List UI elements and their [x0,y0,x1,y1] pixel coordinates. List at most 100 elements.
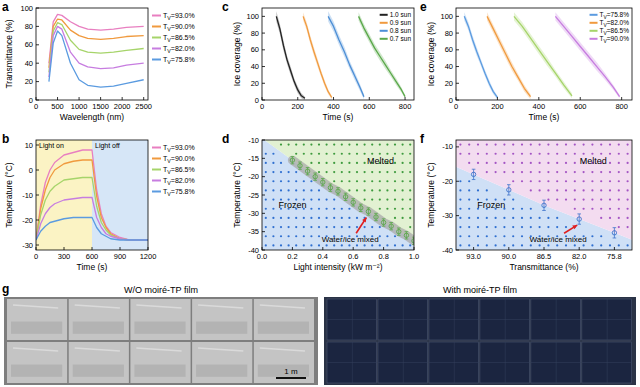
grid-dot [310,235,312,237]
grid-dot [402,189,404,191]
grid-dot [409,189,411,191]
x-tick [497,97,498,100]
snow-streak [198,305,243,308]
grid-dot [618,208,620,210]
point [374,215,378,219]
error-stem [614,228,615,238]
legend-label: 0.7 sun [390,35,412,42]
grid-dot [272,217,274,219]
grid-dot [272,189,274,191]
text-part: =86.5% [171,166,195,173]
y-tick [456,215,459,216]
grid-dot [486,189,488,191]
legend-swatch [152,48,161,50]
photo-caption: With moiré-TP film [443,285,517,295]
grid-dot [477,244,479,246]
x-tick-label: 200 [292,102,305,111]
grid-dot [364,153,366,155]
x-axis-title: Light intensity (kW m⁻²) [293,262,382,272]
error-cap [397,228,401,229]
grid-dot [394,235,396,237]
grid-dot [574,208,576,210]
grid-dot [574,171,576,173]
photo-panel: gW/O moiré-TP filmWith moiré-TP film1 m [2,282,636,385]
point [328,185,332,189]
grid-dot [394,244,396,246]
grid-dot [409,143,411,145]
grid-dot [530,226,532,228]
error-bar [291,157,295,164]
grid-dot [409,153,411,155]
snow-shade [73,365,124,377]
solar-cell-line [327,319,377,320]
legend-swatch [152,59,161,61]
solar-cell-line [582,319,632,320]
grid-dot [356,226,358,228]
grid-dot [512,208,514,210]
error-bar [306,168,310,175]
y-tick-label: 10 [25,141,33,150]
x-tick-label: 300 [58,252,71,261]
grid-dot [303,143,305,145]
grid-dot [618,198,620,200]
grid-dot [574,198,576,200]
error-cap [507,184,511,185]
panel-letter: e [420,0,427,14]
error-cap [306,174,310,175]
grid-dot [539,171,541,173]
grid-dot [326,208,328,210]
grid-dot [326,226,328,228]
grid-dot [318,198,320,200]
grid-dot [547,143,549,145]
y-tick-label: -15 [248,154,259,163]
grid-dot [272,235,274,237]
x-tick-label: 1200 [140,252,157,261]
grid-dot [600,189,602,191]
grid-dot [348,143,350,145]
legend-swatch [380,38,388,40]
panel: 05001000150020002500020406080100Waveleng… [2,0,195,122]
error-bar [405,232,409,239]
y-tick [456,49,459,50]
page: {"chart_data":[ {"panel":"a","type":"lin… [0,0,640,387]
grid-dot [333,208,335,210]
grid-dot [371,171,373,173]
grid-dot [386,153,388,155]
grid-dot [318,171,320,173]
grid-dot [265,235,267,237]
grid-dot [530,217,532,219]
grid-dot [409,162,411,164]
grid-dot [333,153,335,155]
grid-dot [468,226,470,228]
grid-dot [547,171,549,173]
x-tick-label: 200 [491,102,504,111]
x-tick-label: 400 [533,102,546,111]
photo-right [324,297,636,385]
x-tick [297,97,298,100]
grid-dot [477,226,479,228]
solar-cell-line [480,362,530,363]
grid-dot [503,171,505,173]
legend-swatch [590,22,598,24]
solar-panel [582,299,632,340]
grid-dot [272,153,274,155]
grid-dot [521,217,523,219]
error-bar [613,228,617,238]
grid-dot [547,162,549,164]
y-tick [36,170,39,171]
grid-dot [288,217,290,219]
error-cap [359,211,363,212]
x-tick-label: 0.4 [318,252,328,261]
solar-cell-line [582,362,632,363]
snow-shade [196,365,247,377]
snow-shade [196,322,247,334]
error-cap [613,237,617,238]
x-tick [621,97,622,100]
grid-dot [280,235,282,237]
legend-label: TV=93.0% [163,144,195,153]
error-bar [472,169,476,179]
grid-dot [547,244,549,246]
grid-dot [326,153,328,155]
y-tick [262,213,265,214]
grid-dot [386,143,388,145]
